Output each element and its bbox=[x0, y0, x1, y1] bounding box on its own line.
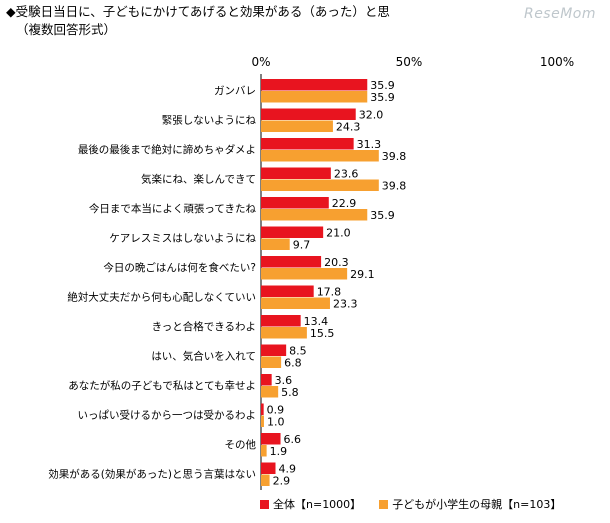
bar-all bbox=[261, 79, 368, 91]
bar-mothers bbox=[261, 179, 379, 191]
bar-mothers bbox=[261, 445, 267, 457]
chart-legend: 全体【n=1000】 子どもが小学生の母親【n=103】 bbox=[260, 496, 579, 512]
legend-swatch-mothers bbox=[379, 499, 389, 509]
data-label-all: 21.0 bbox=[326, 227, 351, 240]
x-tick-label: 0% bbox=[251, 55, 270, 69]
chart-title: ◆受験日当日に、子どもにかけてあげると効果がある（あった）と思 bbox=[6, 4, 390, 19]
bar-all bbox=[261, 315, 301, 327]
category-label: あなたが私の子どもで私はとても幸せよ bbox=[68, 379, 256, 392]
bar-mothers bbox=[261, 268, 348, 280]
data-label-mothers: 2.9 bbox=[273, 475, 291, 488]
bar-mothers bbox=[261, 474, 270, 486]
bar-mothers bbox=[261, 209, 368, 221]
bar-all bbox=[261, 138, 354, 150]
bar-mothers bbox=[261, 356, 282, 368]
bar-all bbox=[261, 256, 322, 268]
bar-mothers bbox=[261, 238, 290, 250]
category-label: 効果がある(効果があった)と思う言葉はない bbox=[48, 468, 256, 481]
data-label-mothers: 5.8 bbox=[281, 386, 299, 399]
data-label-all: 32.0 bbox=[359, 109, 384, 122]
legend-swatch-all bbox=[260, 499, 269, 509]
bar-mothers bbox=[261, 386, 279, 398]
data-label-all: 8.5 bbox=[289, 345, 307, 358]
data-label-mothers: 23.3 bbox=[333, 298, 358, 311]
data-label-mothers: 39.8 bbox=[382, 150, 407, 163]
data-label-mothers: 39.8 bbox=[382, 180, 407, 193]
data-label-mothers: 35.9 bbox=[370, 209, 395, 222]
bar-all bbox=[261, 285, 314, 297]
data-label-all: 22.9 bbox=[332, 197, 357, 210]
bar-mothers bbox=[261, 91, 368, 103]
chart-subtitle: （複数回答形式） bbox=[16, 22, 117, 37]
bar-mothers bbox=[261, 297, 330, 309]
bar-all bbox=[261, 197, 329, 209]
category-label: 今日まで本当によく頑張ってきたね bbox=[89, 202, 257, 215]
bar-all bbox=[261, 462, 276, 474]
category-label: ケアレスミスはしないようにね bbox=[109, 233, 256, 245]
bar-all bbox=[261, 226, 324, 238]
legend-label-mothers: 子どもが小学生の母親【n=103】 bbox=[392, 498, 562, 511]
data-label-mothers: 35.9 bbox=[370, 91, 395, 104]
bar-all bbox=[261, 403, 264, 415]
bar-all bbox=[261, 167, 331, 179]
data-label-mothers: 1.9 bbox=[270, 445, 288, 458]
data-label-all: 0.9 bbox=[267, 404, 285, 417]
legend-label-all: 全体【n=1000】 bbox=[273, 498, 362, 511]
data-label-all: 20.3 bbox=[324, 256, 349, 269]
x-tick-label: 100% bbox=[540, 55, 574, 69]
data-label-mothers: 6.8 bbox=[284, 357, 302, 370]
category-label: はい、気合いを入れて bbox=[151, 350, 256, 363]
legend-item-all: 全体【n=1000】 bbox=[260, 496, 361, 512]
bar-all bbox=[261, 344, 287, 356]
x-tick-label: 50% bbox=[396, 55, 423, 69]
category-label: その他 bbox=[225, 438, 257, 451]
data-label-mothers: 29.1 bbox=[350, 268, 375, 281]
resemom-logo-watermark: ReseMom bbox=[523, 6, 596, 22]
bar-mothers bbox=[261, 415, 264, 427]
legend-item-mothers: 子どもが小学生の母親【n=103】 bbox=[379, 496, 561, 512]
bar-all bbox=[261, 108, 356, 120]
bar-all bbox=[261, 433, 281, 445]
category-label: 気楽にね、楽しんできて bbox=[141, 173, 256, 186]
data-label-mothers: 9.7 bbox=[293, 239, 311, 252]
data-label-all: 35.9 bbox=[370, 79, 395, 92]
data-label-all: 23.6 bbox=[334, 168, 359, 181]
data-label-all: 31.3 bbox=[357, 138, 382, 151]
data-label-all: 6.6 bbox=[284, 433, 302, 446]
bar-mothers bbox=[261, 327, 307, 339]
category-label: 最後の最後まで絶対に諦めちゃダメよ bbox=[78, 143, 256, 156]
bar-mothers bbox=[261, 120, 333, 132]
category-label: いっぱい受けるから一つは受かるわよ bbox=[78, 410, 257, 422]
category-label: 緊張しないようにね bbox=[162, 115, 257, 127]
category-label: 絶対大丈夫だから何も心配しなくていい bbox=[67, 291, 256, 304]
data-label-all: 3.6 bbox=[275, 374, 293, 387]
data-label-all: 17.8 bbox=[317, 286, 342, 299]
data-label-mothers: 24.3 bbox=[336, 121, 361, 134]
data-label-all: 4.9 bbox=[279, 463, 297, 476]
category-label: ガンバレ bbox=[214, 85, 256, 97]
category-label: きっと合格できるわよ bbox=[152, 320, 256, 333]
data-label-mothers: 15.5 bbox=[310, 327, 335, 340]
data-label-mothers: 1.0 bbox=[267, 416, 285, 429]
data-label-all: 13.4 bbox=[304, 315, 329, 328]
bar-mothers bbox=[261, 150, 379, 162]
bar-all bbox=[261, 374, 272, 386]
category-label: 今日の晩ごはんは何を食べたい? bbox=[103, 261, 256, 274]
